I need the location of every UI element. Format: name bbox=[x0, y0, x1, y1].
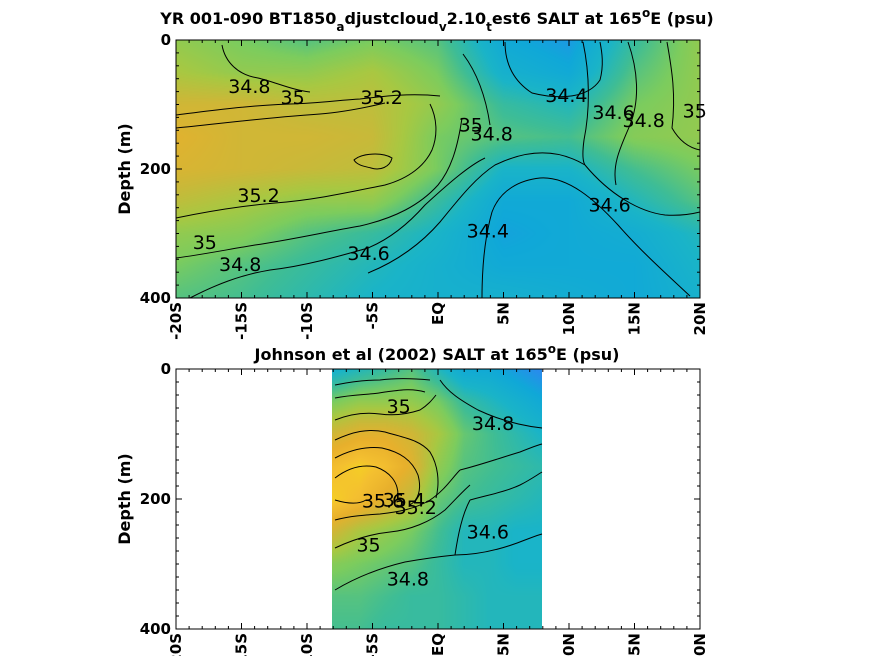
x-tick-label: -10S bbox=[298, 302, 316, 340]
contour-label: 34.8 bbox=[387, 568, 429, 590]
contour-label: 34.8 bbox=[472, 413, 514, 435]
x-tick-label: 10N bbox=[560, 302, 578, 335]
contour-label: 34.4 bbox=[545, 85, 587, 107]
x-tick-label: -15S bbox=[233, 633, 251, 656]
contour-34.8-bottom bbox=[189, 157, 486, 299]
contour-obs-34.6-top bbox=[334, 378, 431, 386]
contour-obs-34.8-mid bbox=[459, 443, 543, 471]
x-tick-label: 20N bbox=[691, 633, 709, 656]
contour-label: 35 bbox=[459, 114, 483, 136]
contour-obs-35.6 bbox=[334, 465, 399, 496]
contour-label: 34.8 bbox=[471, 124, 513, 146]
x-tick-label: -15S bbox=[233, 302, 251, 340]
contour-label: 35.2 bbox=[395, 497, 437, 519]
contour-obs-34.8-bottom bbox=[334, 554, 456, 591]
x-tick-label: EQ bbox=[429, 302, 447, 325]
salinity-field-model bbox=[176, 40, 700, 298]
contour-34.6-top-right bbox=[582, 41, 589, 166]
contour-label: 35.6 bbox=[362, 490, 404, 512]
x-tick-label: 20N bbox=[691, 302, 709, 335]
contour-35.2-bottom bbox=[175, 103, 437, 219]
x-tick-label: -5S bbox=[364, 302, 382, 329]
contour-35-top bbox=[175, 94, 441, 116]
panel-obs-title: Johnson et al (2002) SALT at 165oE (psu) bbox=[254, 342, 620, 364]
panel-obs-field bbox=[332, 369, 542, 629]
contour-label: 35.4 bbox=[383, 490, 425, 512]
contour-obs-34.8-upper bbox=[439, 379, 543, 429]
contour-34.8-right-upper bbox=[462, 53, 491, 126]
x-tick-label: 5N bbox=[495, 633, 513, 656]
panel-obs-contour-labels: 35 34.8 35.635.435.2 35 34.6 34.8 bbox=[356, 396, 514, 590]
panel-model: YR 001-090 BT1850adjustcloudv2.10test6 S… bbox=[115, 6, 714, 340]
panel-model-ticks: -20S -15S -10S -5S EQ 5N 10N 15N 20N 0 200 400 bbox=[140, 31, 709, 340]
contour-label: 35 bbox=[683, 100, 707, 122]
contour-label: 35 bbox=[193, 232, 217, 254]
contour-35-bottom bbox=[175, 117, 463, 259]
x-tick-label: EQ bbox=[429, 633, 447, 656]
contour-35.4-bubble bbox=[353, 153, 393, 170]
contour-34.6-mid bbox=[367, 152, 586, 274]
contour-obs-35.4 bbox=[334, 447, 421, 506]
panel-model-contours bbox=[175, 41, 701, 299]
contour-34.8-top-left bbox=[221, 44, 311, 93]
x-tick-label: 10N bbox=[560, 633, 578, 656]
y-tick-label: 400 bbox=[140, 620, 171, 638]
contour-34.4-top bbox=[504, 41, 603, 98]
contour-label: 35.2 bbox=[237, 185, 279, 207]
x-tick-label: -20S bbox=[167, 302, 185, 340]
contour-obs-35-top bbox=[334, 394, 437, 421]
panel-obs: Johnson et al (2002) SALT at 165oE (psu)… bbox=[115, 342, 709, 656]
contour-obs-35-vertical bbox=[454, 499, 471, 556]
panel-obs-contours bbox=[334, 378, 543, 591]
contour-label: 35 bbox=[356, 535, 380, 557]
contour-obs-34.6-right bbox=[469, 471, 543, 501]
panel-model-field bbox=[176, 40, 700, 298]
contour-34.8-right bbox=[614, 41, 637, 186]
contour-obs-35.2-low bbox=[334, 469, 461, 521]
contour-34.4-left bbox=[481, 177, 691, 299]
salinity-field-obs bbox=[332, 369, 542, 629]
contour-label: 34.8 bbox=[219, 254, 261, 276]
y-tick-label: 0 bbox=[161, 31, 171, 49]
y-tick-label: 0 bbox=[161, 360, 171, 378]
x-tick-label: 5N bbox=[495, 302, 513, 325]
contour-obs-34.6-bottom bbox=[454, 533, 543, 556]
contour-obs-35.2 bbox=[334, 429, 439, 499]
contour-label: 35.2 bbox=[361, 87, 403, 109]
x-tick-label: -10S bbox=[298, 633, 316, 656]
x-tick-label: 15N bbox=[626, 633, 644, 656]
contour-35.2-top bbox=[175, 102, 386, 129]
contour-label: 34.4 bbox=[467, 220, 509, 242]
y-tick-label: 400 bbox=[140, 289, 171, 307]
y-tick-label: 200 bbox=[140, 160, 171, 178]
contour-label: 35 bbox=[387, 396, 411, 418]
y-tick-label: 200 bbox=[140, 490, 171, 508]
panel-model-title: YR 001-090 BT1850adjustcloudv2.10test6 S… bbox=[159, 6, 713, 34]
contour-obs-34.8-top bbox=[334, 389, 426, 399]
contour-34.6-right bbox=[584, 164, 701, 216]
x-tick-label: -5S bbox=[364, 633, 382, 656]
contour-35-right bbox=[666, 41, 701, 151]
panel-obs-ylabel: Depth (m) bbox=[115, 453, 134, 545]
contour-obs-35-low bbox=[334, 484, 471, 549]
panel-obs-ticks: -20S -15S -10S -5S EQ 5N 10N 15N 20N 0 200 400 bbox=[140, 360, 709, 656]
contour-obs-35.6-low bbox=[334, 499, 367, 504]
contour-label: 35 bbox=[280, 87, 304, 109]
contour-label: 34.6 bbox=[467, 522, 509, 544]
contour-label: 34.8 bbox=[228, 76, 270, 98]
contour-label: 34.8 bbox=[623, 110, 665, 132]
contour-label: 34.6 bbox=[592, 102, 634, 124]
panel-model-ylabel: Depth (m) bbox=[115, 123, 134, 215]
contour-label: 34.6 bbox=[347, 243, 389, 265]
x-tick-label: -20S bbox=[167, 633, 185, 656]
contour-label: 34.6 bbox=[588, 194, 630, 216]
x-tick-label: 15N bbox=[626, 302, 644, 335]
